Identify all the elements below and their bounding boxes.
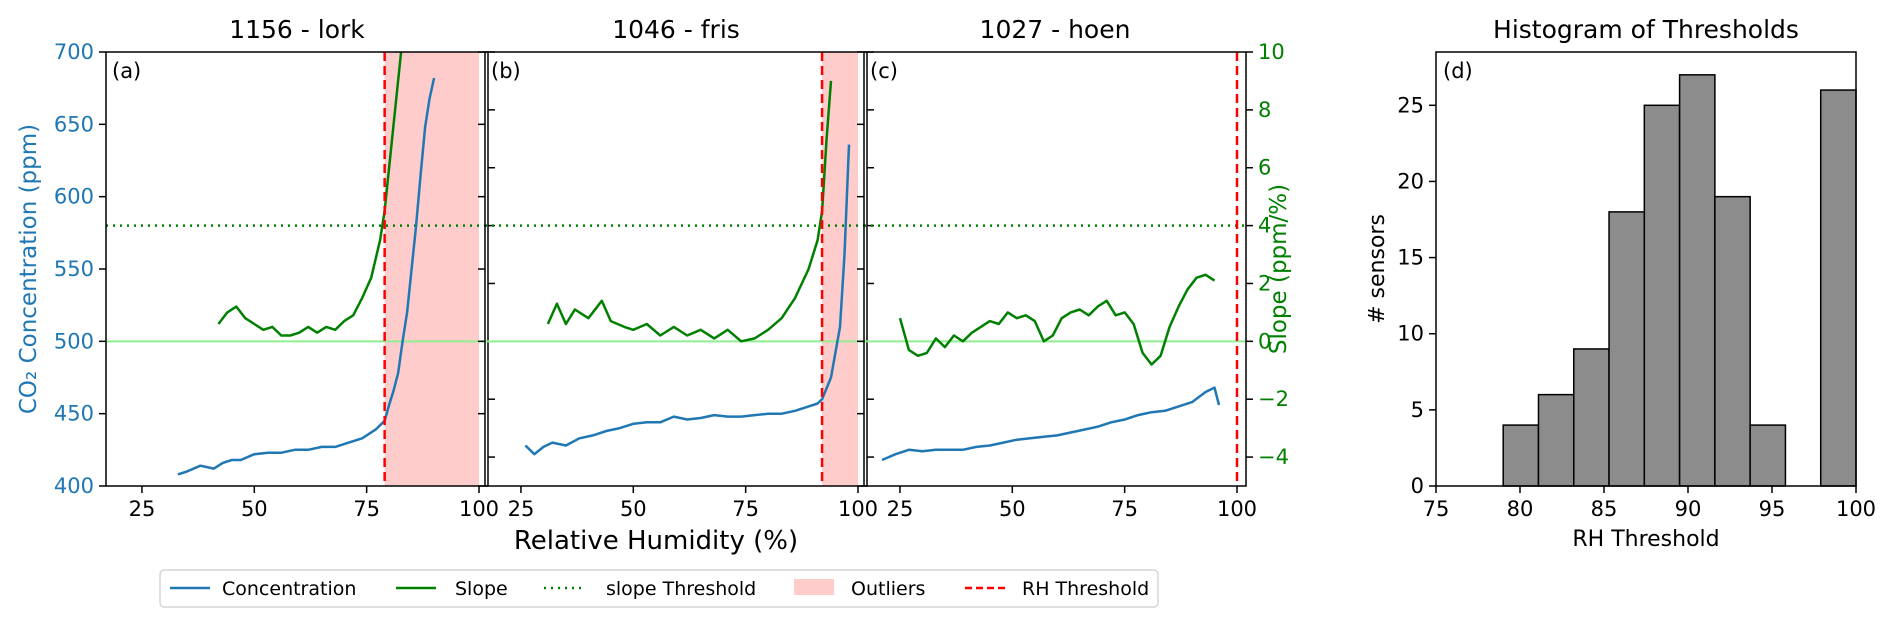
- histogram-bar: [1819, 89, 1857, 487]
- y-tick-label: 25: [1397, 93, 1424, 117]
- legend-entry-slope: Slope: [396, 578, 508, 600]
- x-tick-label: 100: [1836, 497, 1876, 521]
- y-tick-label: 0: [1411, 474, 1424, 498]
- panel-c-plot: [864, 52, 1246, 486]
- panel-b-frame: [484, 51, 868, 487]
- series-slope-line: [546, 80, 833, 343]
- x-tick-label: 50: [999, 497, 1026, 521]
- legend-label-rh-threshold: RH Threshold: [1022, 578, 1149, 600]
- panel-b-title: 1046 - fris: [612, 15, 740, 44]
- panel-d-layer: 75 80 85 90 95 100 0 5 10 15 20 25: [1397, 74, 1876, 521]
- panel-d-title: Histogram of Thresholds: [1493, 15, 1799, 44]
- shared-x-axis-label: Relative Humidity (%): [514, 526, 798, 556]
- series-concentration-line: [177, 77, 436, 476]
- legend-label-slope: Slope: [455, 578, 508, 600]
- panel-a-title: 1156 - lork: [229, 15, 365, 44]
- outliers-span: [384, 52, 480, 486]
- left-y-tick-label: 600: [54, 185, 94, 209]
- panel-c: 1027 - hoen 25 50 75 100 −4 −2 0 2 4 6 8 10 (c): [857, 15, 1289, 521]
- right-y-axis-label: Slope (ppm/%): [1266, 184, 1292, 354]
- legend-entry-rh-threshold: RH Threshold: [965, 578, 1149, 600]
- legend-swatch-outliers: [794, 579, 834, 595]
- panel-a: 1156 - lork 25 50 75 100 400 450 500 550 600 650 7…: [54, 15, 499, 521]
- series-slope-line: [898, 273, 1216, 366]
- panel-a-label: (a): [112, 59, 141, 83]
- panel-c-frame: [863, 51, 1247, 487]
- histogram-bar: [1573, 348, 1610, 487]
- y-tick-label: 10: [1397, 322, 1424, 346]
- x-tick-label: 75: [1423, 497, 1450, 521]
- legend-entry-concentration: Concentration: [170, 578, 356, 600]
- panel-d: Histogram of Thresholds 75 80 85 90 95 100 0 5 1…: [1365, 15, 1876, 552]
- left-y-tick-label: 700: [54, 40, 94, 64]
- histogram-bar: [1502, 424, 1540, 487]
- x-tick-label: 75: [1111, 497, 1138, 521]
- x-tick-label: 50: [620, 497, 647, 521]
- panel-d-ylabel: # sensors: [1365, 214, 1390, 324]
- x-tick-label: 95: [1759, 497, 1786, 521]
- right-y-tick-label: 10: [1258, 40, 1285, 64]
- legend-frame: [159, 569, 1159, 608]
- histogram-bar: [1608, 211, 1646, 487]
- left-y-tick-label: 500: [54, 329, 94, 353]
- panel-d-label: (d): [1443, 59, 1473, 83]
- x-tick-label: 100: [838, 497, 878, 521]
- left-y-tick-label: 450: [54, 402, 94, 426]
- right-y-tick-label: 0: [1258, 329, 1271, 353]
- series-slope-line: [217, 52, 403, 337]
- y-tick-label: 5: [1411, 398, 1424, 422]
- x-tick-label: 75: [732, 497, 759, 521]
- legend: Concentration Slope slope Threshold Outl…: [159, 569, 1159, 608]
- left-y-tick-label: 550: [54, 257, 94, 281]
- panel-a-plot: [106, 52, 488, 486]
- x-tick-label: 90: [1675, 497, 1702, 521]
- legend-entry-outliers: Outliers: [794, 578, 925, 600]
- panel-b-layer: 25 50 75 100: [478, 51, 878, 521]
- panel-a-layer: 25 50 75 100 400 450 500 550 600 650 700: [54, 40, 499, 521]
- histogram-bar: [1749, 424, 1787, 487]
- panel-d-frame: [1435, 51, 1857, 487]
- legend-label-concentration: Concentration: [222, 578, 356, 600]
- panel-c-layer: 25 50 75 100 −4 −2 0 2 4 6 8 10: [857, 40, 1289, 521]
- panel-b-label: (b): [491, 59, 521, 83]
- x-tick-label: 100: [1217, 497, 1257, 521]
- panel-b-plot: [485, 52, 867, 486]
- x-tick-label: 100: [459, 497, 499, 521]
- left-y-tick-label: 650: [54, 112, 94, 136]
- panel-c-title: 1027 - hoen: [980, 15, 1131, 44]
- right-y-tick-label: 4: [1258, 214, 1271, 238]
- right-y-tick-label: −2: [1258, 387, 1289, 411]
- series-concentration-line: [881, 386, 1221, 462]
- legend-label-slope-threshold: slope Threshold: [606, 578, 756, 600]
- x-tick-label: 50: [241, 497, 268, 521]
- x-tick-label: 85: [1591, 497, 1618, 521]
- right-y-tick-label: 6: [1258, 156, 1271, 180]
- x-tick-label: 25: [129, 497, 156, 521]
- histogram-bar: [1714, 195, 1751, 487]
- right-y-tick-label: 2: [1258, 271, 1271, 295]
- legend-entry-slope-threshold: slope Threshold: [544, 578, 756, 600]
- right-y-tick-label: −4: [1258, 445, 1289, 469]
- x-tick-label: 25: [508, 497, 535, 521]
- panel-a-frame: [105, 51, 489, 487]
- panel-b: 1046 - fris 25 50 75 100 (b): [478, 15, 878, 521]
- panel-c-label: (c): [870, 59, 898, 83]
- y-tick-label: 20: [1397, 169, 1424, 193]
- histogram-bar: [1643, 104, 1681, 487]
- panel-d-xlabel: RH Threshold: [1572, 527, 1719, 552]
- right-y-tick-label: 8: [1258, 98, 1271, 122]
- histogram-bar: [1678, 74, 1716, 487]
- legend-label-outliers: Outliers: [851, 578, 925, 600]
- left-y-axis-label: CO₂ Concentration (ppm): [16, 124, 42, 414]
- x-tick-label: 25: [887, 497, 914, 521]
- x-tick-label: 80: [1507, 497, 1534, 521]
- series-concentration-line: [524, 144, 851, 456]
- x-tick-label: 75: [353, 497, 380, 521]
- left-y-tick-label: 400: [54, 474, 94, 498]
- y-tick-label: 15: [1397, 246, 1424, 270]
- histogram-bar: [1537, 393, 1575, 487]
